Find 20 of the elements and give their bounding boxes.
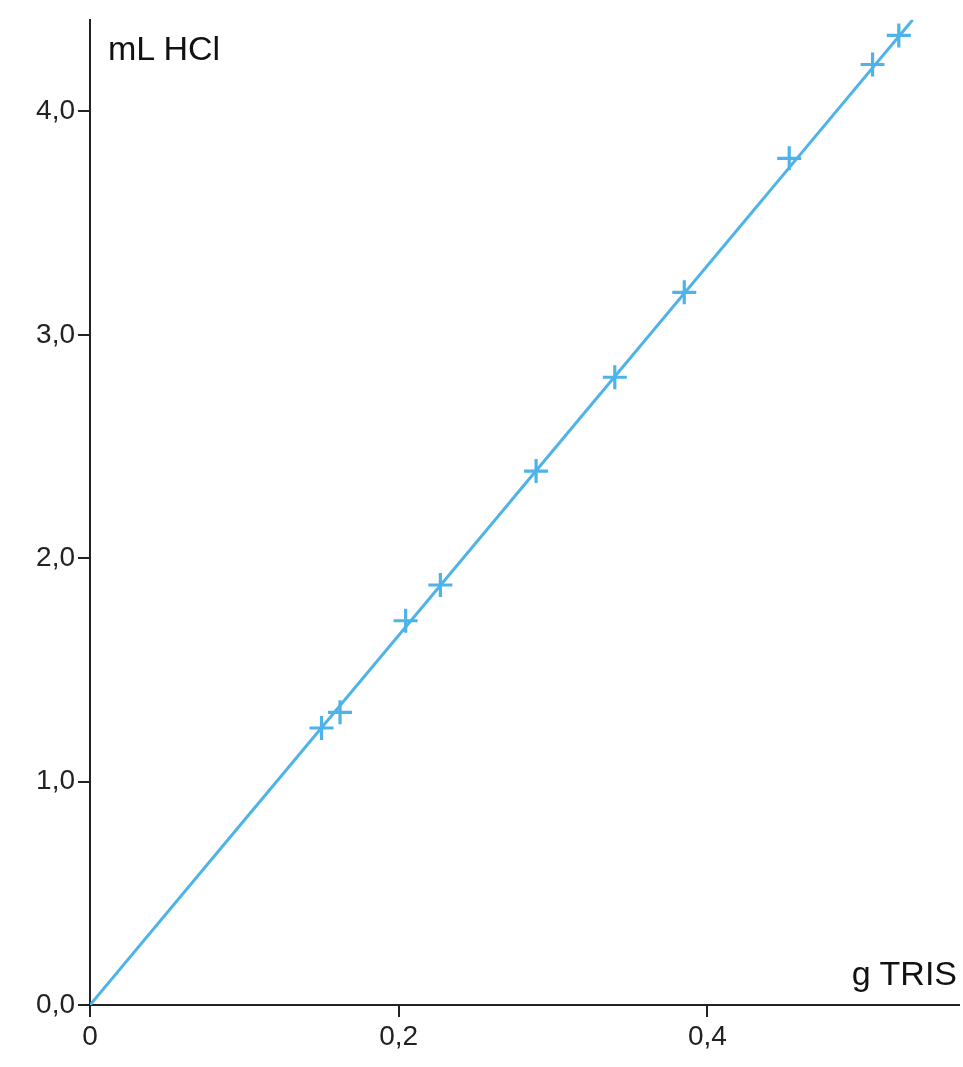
y-tick-label: 1,0 [36,764,75,796]
point [777,146,802,171]
point [524,459,549,484]
y-tick-label: 2,0 [36,540,75,572]
point [428,573,453,598]
x-tick-label: 0 [82,1019,98,1051]
x-tick-label: 0,4 [687,1019,727,1051]
y-tick-label: 0,0 [36,987,75,1019]
point [886,23,911,48]
point [602,365,627,390]
point [309,715,334,740]
point [672,280,697,305]
y-tick-label: 3,0 [36,317,75,349]
point [328,700,353,725]
x-tick-label: 0,2 [379,1019,419,1051]
point [860,52,885,77]
y-axis-title: mL HCl [108,29,221,68]
x-axis-title: g TRIS [851,954,957,993]
point [393,608,418,633]
y-tick-label: 4,0 [36,94,75,126]
